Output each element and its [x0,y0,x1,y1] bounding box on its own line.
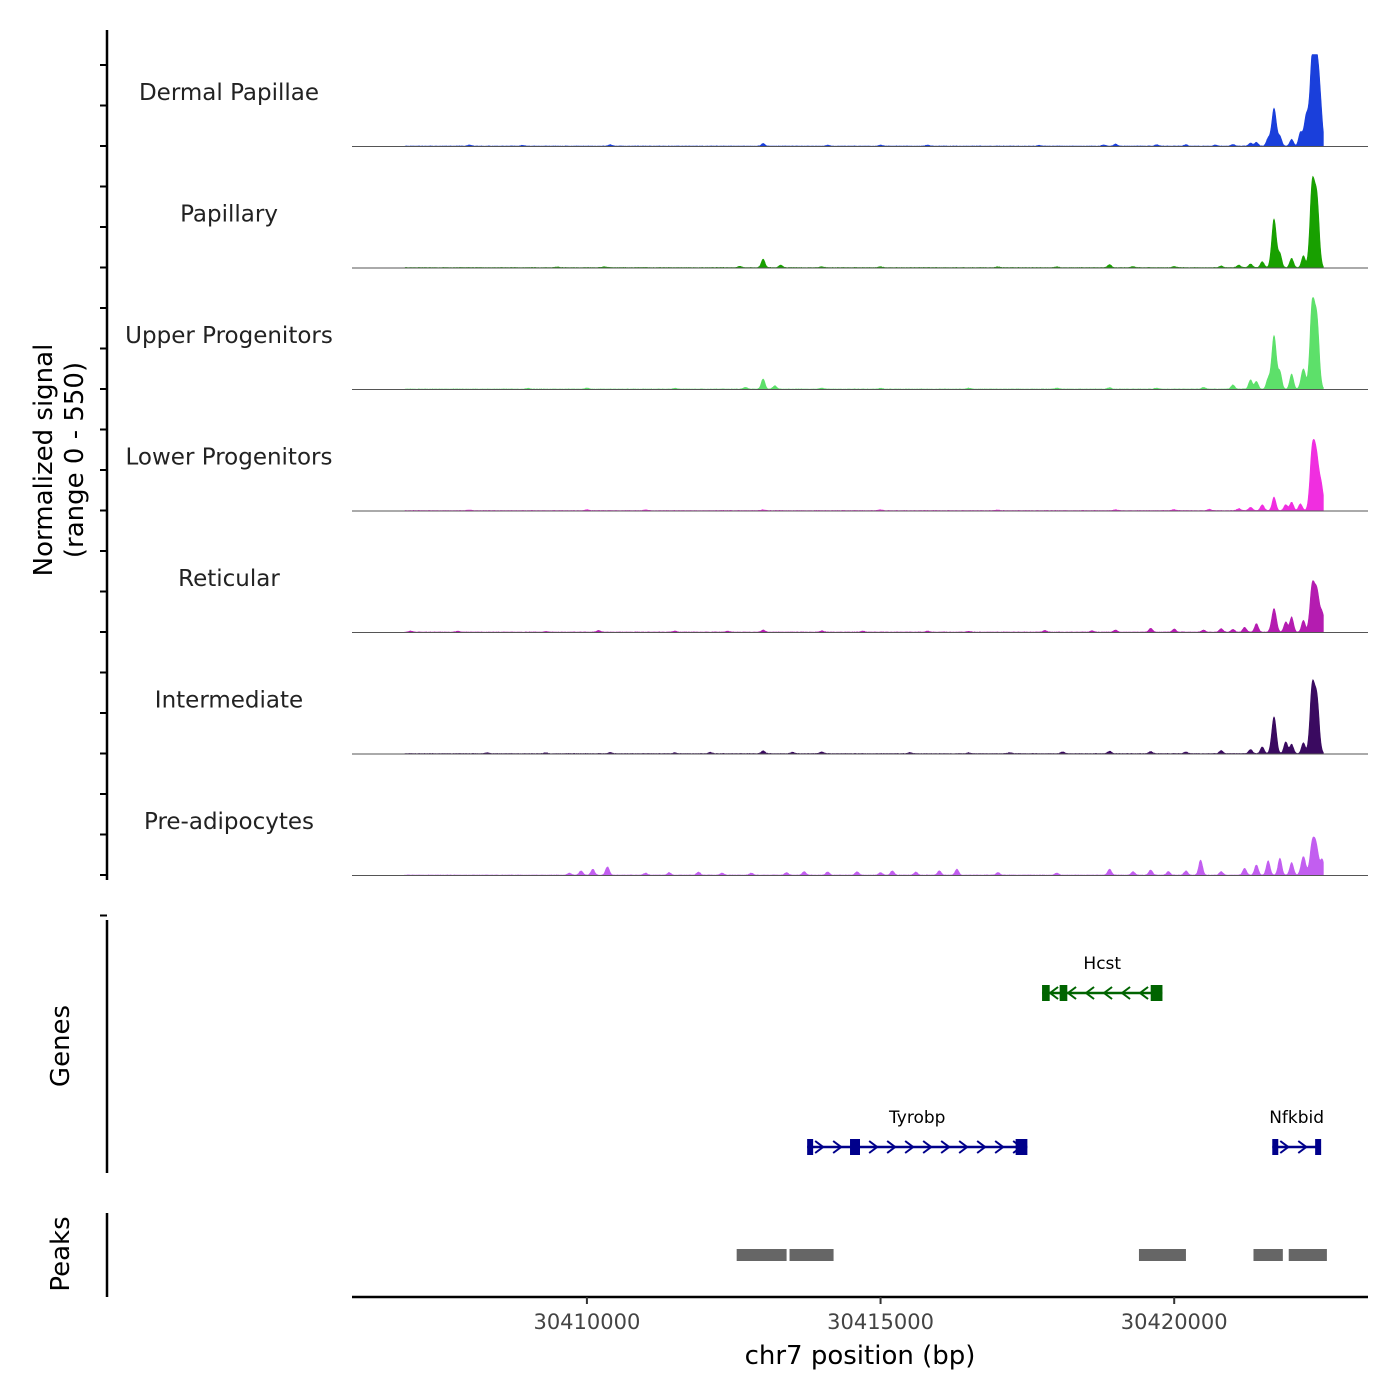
strand-arrow [886,1140,897,1154]
peaks-axis-title: Peaks [46,1216,76,1291]
track-label: Lower Progenitors [126,445,333,471]
strand-arrow [904,1140,915,1154]
exon [1315,1139,1322,1155]
track-label: Reticular [178,566,280,592]
strand-arrow [1084,986,1095,1000]
gene-label: Tyrobp [888,1108,945,1128]
peak-region [789,1249,834,1261]
strand-arrow [1066,986,1077,1000]
gene-hcst: Hcst [1042,954,1163,1001]
signal-area-dermal-papillae [404,54,1324,147]
gene-track: Hcst Tyrobp Nfkbid [807,954,1324,1155]
coverage-tracks: Dermal Papillae Papillary Upper Progenitor… [125,54,1368,876]
gene-label: Hcst [1083,954,1121,974]
genes-axis-title: Genes [46,1005,76,1087]
strand-arrow [940,1140,951,1154]
strand-arrow [958,1140,969,1154]
track-reticular: Reticular [178,566,1368,633]
signal-area-papillary [404,175,1324,269]
track-label: Pre-adipocytes [144,809,314,835]
strand-arrow [1102,986,1113,1000]
strand-arrow [1048,986,1059,1000]
gene-label: Nfkbid [1269,1108,1324,1128]
signal-area-intermediate [404,679,1324,755]
exon [1015,1139,1028,1155]
peak-region [1253,1249,1283,1261]
signal-area-lower-progenitors [404,439,1324,512]
x-axis-title: chr7 position (bp) [745,1341,976,1371]
track-label: Papillary [180,202,278,228]
peak-region [1288,1249,1327,1261]
strand-arrow [1120,986,1131,1000]
track-label: Dermal Papillae [139,80,319,106]
signal-area-reticular [404,580,1324,633]
y-axis-title-line2: (range 0 - 550) [60,362,90,558]
exon [807,1139,814,1155]
strand-arrow [1297,1140,1308,1154]
gene-tyrobp: Tyrobp [807,1108,1028,1155]
x-tick-label: 30410000 [533,1310,640,1334]
strand-arrow [922,1140,933,1154]
y-axis-title-line1: Normalized signal [29,344,59,577]
track-label: Upper Progenitors [125,323,333,349]
strand-arrow [994,1140,1005,1154]
x-tick-label: 30415000 [827,1310,934,1334]
peak-track [736,1249,1327,1261]
peak-region [1138,1249,1186,1261]
exon [1150,985,1163,1001]
gene-nfkbid: Nfkbid [1269,1108,1324,1155]
signal-area-upper-progenitors [404,297,1324,390]
track-intermediate: Intermediate [155,679,1368,755]
strand-arrow [814,1140,825,1154]
track-upper-progenitors: Upper Progenitors [125,297,1368,390]
strand-arrow [868,1140,879,1154]
axes: 30410000 30415000 30420000 [100,30,1368,1334]
peak-region [736,1249,787,1261]
track-label: Intermediate [155,688,303,714]
strand-arrow [1279,1140,1290,1154]
exon [850,1139,860,1155]
track-lower-progenitors: Lower Progenitors [126,439,1368,512]
strand-arrow [976,1140,987,1154]
track-papillary: Papillary [180,175,1368,269]
exon [1059,985,1068,1001]
exon [1272,1139,1279,1155]
strand-arrow [1138,986,1149,1000]
strand-arrow [832,1140,843,1154]
x-tick-label: 30420000 [1121,1310,1228,1334]
signal-area-pre-adipocytes [404,836,1324,876]
exon [1042,985,1050,1001]
track-pre-adipocytes: Pre-adipocytes [144,809,1368,876]
track-dermal-papillae: Dermal Papillae [139,54,1368,147]
